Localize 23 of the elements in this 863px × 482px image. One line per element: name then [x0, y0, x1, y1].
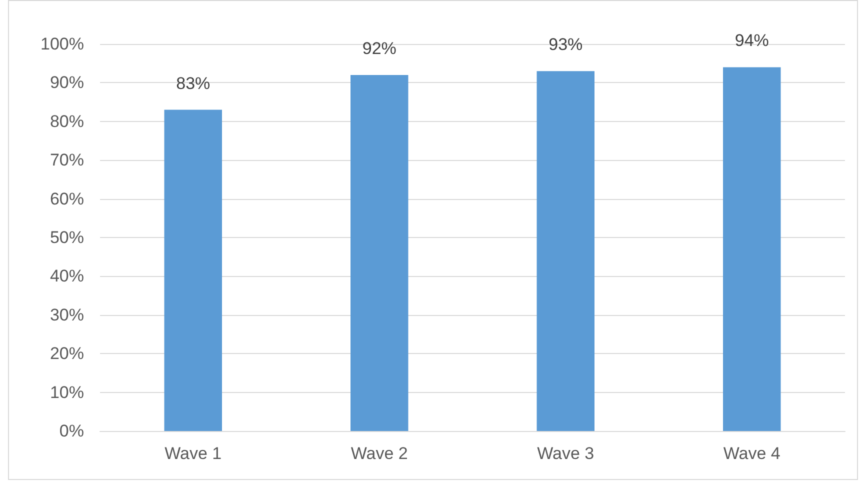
y-tick-label: 80% — [50, 112, 84, 131]
bar — [350, 74, 408, 431]
bar — [723, 67, 781, 431]
x-tick-label: Wave 1 — [164, 444, 222, 463]
y-tick-label: 0% — [59, 422, 84, 440]
data-label: 83% — [176, 74, 210, 93]
data-label: 94% — [734, 31, 769, 50]
y-tick-label: 40% — [50, 266, 84, 286]
bar — [164, 110, 222, 431]
x-tick-label: Wave 4 — [723, 444, 780, 463]
bar — [536, 71, 594, 431]
y-tick-label: 10% — [50, 382, 84, 402]
y-tick-label: 90% — [50, 73, 84, 92]
y-tick-label: 30% — [50, 305, 84, 324]
data-label: 92% — [362, 38, 396, 58]
y-tick-label: 20% — [50, 344, 84, 364]
x-tick-label: Wave 3 — [537, 444, 594, 463]
x-tick-label: Wave 2 — [350, 444, 408, 463]
y-tick-label: 100% — [40, 34, 84, 54]
y-tick-label: 60% — [50, 189, 84, 208]
y-tick-label: 70% — [50, 150, 84, 170]
data-label: 93% — [548, 35, 583, 54]
y-tick-label: 50% — [50, 228, 84, 247]
